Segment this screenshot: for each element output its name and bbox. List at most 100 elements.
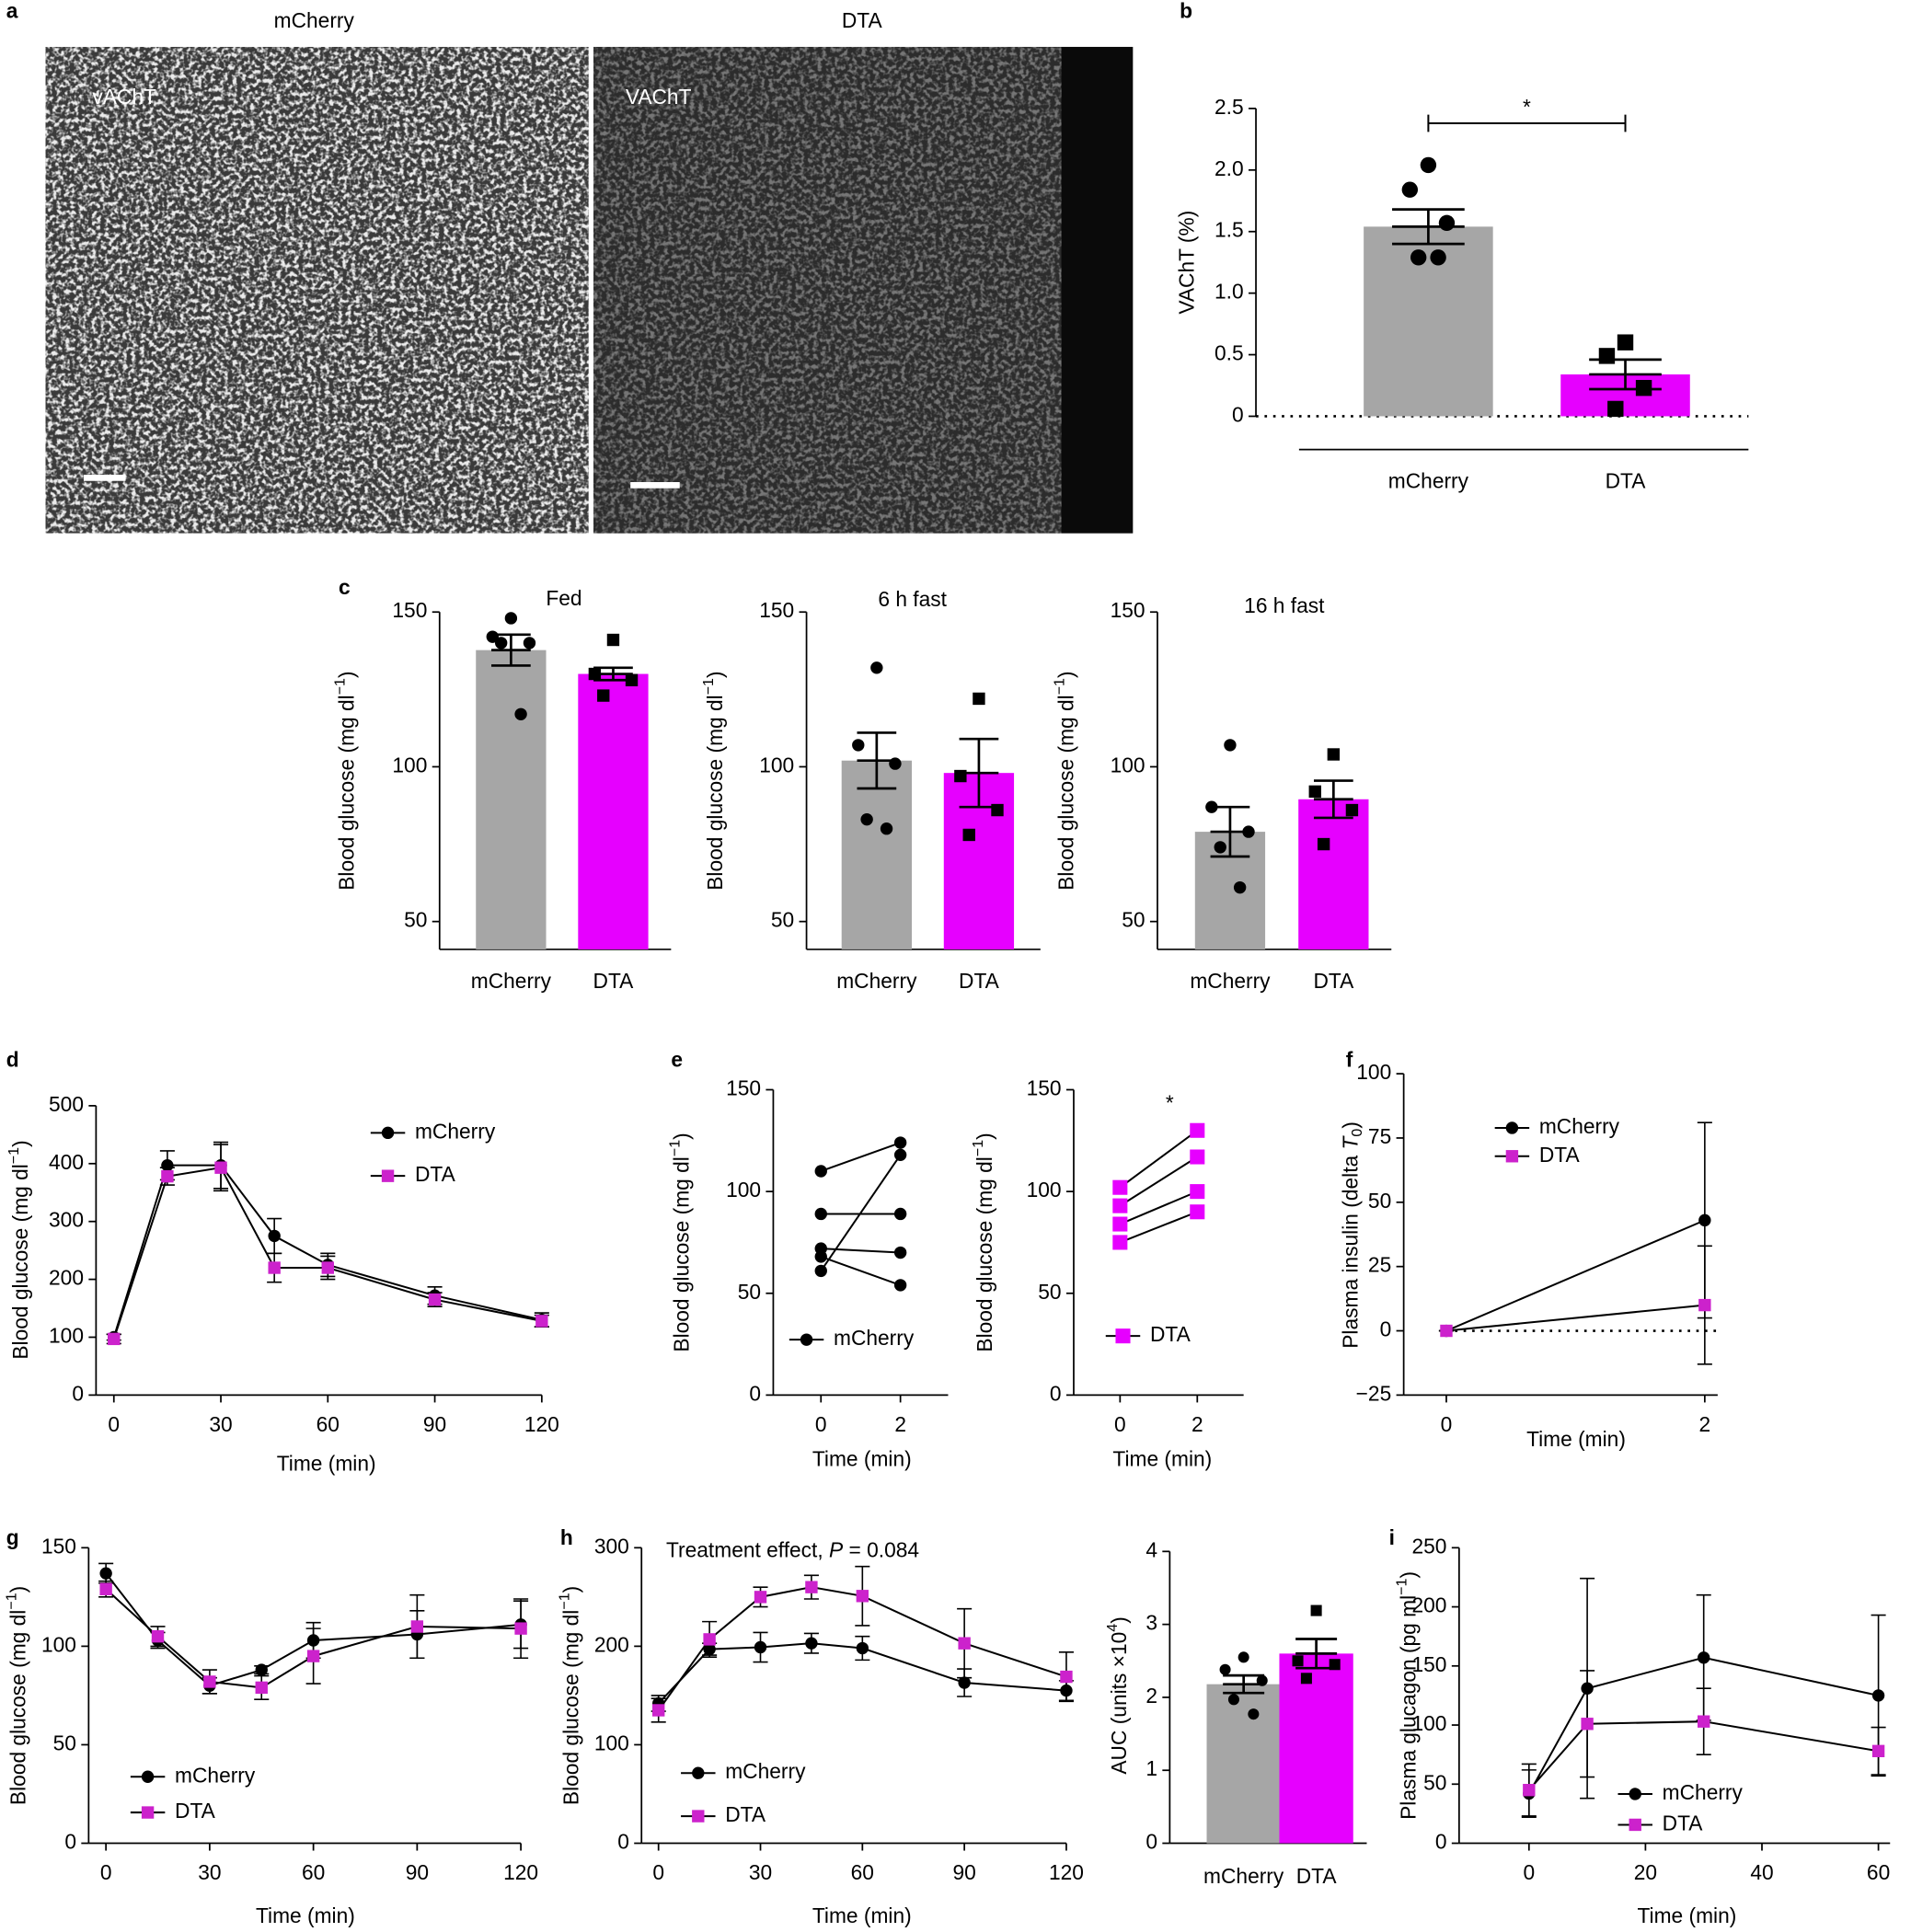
annotation-part: Treatment effect, (666, 1537, 829, 1561)
y-tick-label: 0 (749, 1381, 761, 1405)
stain-label: VAChT (626, 85, 692, 109)
marker (1242, 825, 1255, 838)
panel-label: e (671, 1048, 683, 1072)
y-tick-label: 50 (404, 908, 427, 932)
y-axis-label-part: Blood glucose (mg dl (670, 1156, 694, 1351)
marker (814, 1165, 827, 1178)
x-tick-label: 20 (1634, 1860, 1657, 1884)
y-tick-label: 200 (594, 1632, 629, 1656)
x-tick-label: 60 (317, 1412, 340, 1436)
marker (692, 1766, 705, 1779)
marker (893, 1136, 907, 1149)
y-axis-label-part: 0 (1349, 1129, 1365, 1137)
marker (514, 1622, 527, 1635)
chart: 50 100 150 6 h fast Blood glucose (mg dl−1) m… (700, 587, 1041, 993)
subject-line (1119, 1190, 1198, 1225)
y-tick-label: −25 (1356, 1381, 1392, 1405)
y-tick-label: 1.0 (1215, 280, 1244, 304)
marker (1581, 1718, 1594, 1731)
series-line (1528, 1720, 1879, 1791)
y-axis-label-part: Plasma glucagon (pg ml (1396, 1595, 1420, 1820)
legend-label: DTA (1539, 1143, 1581, 1167)
marker (1060, 1670, 1073, 1684)
y-tick-label: 100 (49, 1324, 84, 1348)
subject-line (1119, 1211, 1198, 1244)
y-axis-label-part: −1 (1051, 678, 1067, 695)
marker (962, 828, 975, 842)
x-axis-label: Time (min) (812, 1903, 912, 1927)
marker (1505, 1121, 1519, 1134)
marker (410, 1620, 424, 1633)
marker (214, 1161, 227, 1174)
marker (1219, 1663, 1231, 1675)
y-axis-label-part: Blood glucose (mg dl (6, 1610, 29, 1805)
marker (381, 1169, 395, 1182)
y-axis-label-part: ) (703, 671, 727, 678)
marker (1224, 739, 1237, 752)
panel-label: a (6, 0, 18, 23)
y-tick-label: 2 (1145, 1684, 1157, 1708)
x-tick-label: DTA (593, 969, 635, 993)
y-axis-label-part: ) (670, 1133, 694, 1140)
marker (703, 1633, 716, 1646)
x-tick-label: mCherry (1388, 469, 1469, 493)
annotation-part: P (829, 1537, 844, 1561)
marker (852, 739, 865, 752)
y-axis-label-part: ) (1338, 1121, 1362, 1129)
panel-label: d (6, 1048, 19, 1072)
bar (578, 673, 649, 949)
y-axis-label: Blood glucose (mg dl−1) (970, 1133, 996, 1351)
x-tick-label: 0 (652, 1860, 664, 1884)
y-axis-label: Blood glucose (mg dl−1) (4, 1586, 30, 1805)
y-axis-label: Blood glucose (mg dl−1) (700, 671, 727, 890)
legend-label: mCherry (725, 1759, 806, 1783)
x-axis-label: Time (min) (256, 1903, 355, 1927)
x-axis-label: Time (min) (1112, 1446, 1212, 1470)
x-tick-label: 30 (198, 1860, 221, 1884)
y-axis-label-part: ) (1396, 1571, 1420, 1579)
marker (1238, 1651, 1249, 1663)
marker (1430, 249, 1446, 266)
x-tick-label: mCherry (471, 969, 552, 993)
y-tick-label: 0 (1380, 1317, 1392, 1341)
marker (1440, 1324, 1453, 1338)
marker (161, 1169, 174, 1183)
x-tick-label: 60 (1867, 1860, 1890, 1884)
marker (870, 661, 883, 674)
x-tick-label: 60 (302, 1860, 325, 1884)
x-axis-label: Time (min) (1638, 1903, 1737, 1927)
y-tick-label: 150 (1412, 1652, 1447, 1676)
y-tick-label: 1 (1145, 1756, 1157, 1780)
y-tick-label: 150 (759, 598, 794, 622)
y-tick-label: 0 (1050, 1381, 1062, 1405)
y-tick-label: 150 (41, 1534, 76, 1558)
marker (1871, 1744, 1885, 1758)
y-tick-label: 100 (594, 1731, 629, 1754)
marker (893, 1148, 907, 1161)
y-axis-label-part: −1 (1394, 1578, 1410, 1594)
x-tick-label: DTA (1606, 469, 1647, 493)
chart: 0 50 100 150 0 2 Time (min) Blood glucose (mg d… (667, 1076, 949, 1470)
marker (268, 1261, 281, 1274)
marker (161, 1158, 174, 1172)
y-axis-label-part: 4 (1104, 1624, 1121, 1632)
x-tick-label: DTA (1296, 1864, 1338, 1888)
annotation-part: = 0.084 (843, 1537, 919, 1561)
x-tick-label: 90 (952, 1860, 975, 1884)
chart: 50 100 150 Fed Blood glucose (mg dl−1) mCherr… (332, 586, 672, 993)
marker (306, 1650, 320, 1662)
bar (1298, 799, 1369, 949)
marker (805, 1581, 818, 1593)
y-tick-label: 50 (1423, 1770, 1446, 1794)
x-tick-label: 0 (108, 1412, 120, 1436)
chart: 0 50 100 150 200 250 0 20 40 60 Time (min) Plasma g… (1394, 1534, 1891, 1927)
x-tick-label: 0 (1441, 1412, 1453, 1436)
legend-label: DTA (725, 1802, 766, 1826)
y-axis-label-part: −1 (6, 1147, 22, 1164)
marker (754, 1640, 767, 1654)
marker (588, 667, 602, 681)
marker (255, 1681, 268, 1695)
